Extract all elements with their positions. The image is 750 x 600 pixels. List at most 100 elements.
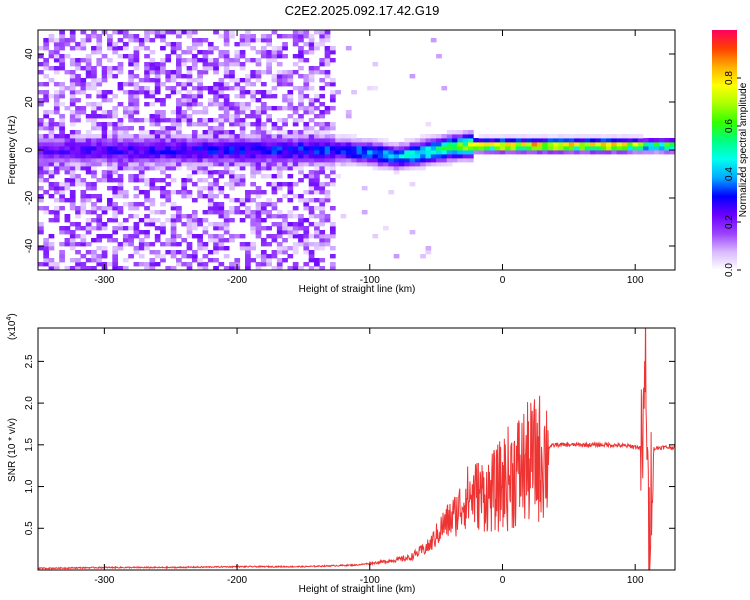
spectrogram-cell xyxy=(197,110,203,115)
spectrogram-cell xyxy=(229,138,235,143)
spectrogram-cell xyxy=(409,158,416,163)
spectrogram-cell xyxy=(223,118,230,123)
spectrogram-cell xyxy=(186,122,193,127)
spectrogram-cell xyxy=(197,70,203,75)
spectrogram-cell xyxy=(266,158,272,163)
spectrogram-cell xyxy=(462,158,469,163)
spectrogram-cell xyxy=(202,118,209,123)
spectrogram-cell xyxy=(107,162,113,167)
spectrogram-cell xyxy=(664,138,671,143)
spectrogram-cell xyxy=(255,166,262,171)
spectrogram-cell xyxy=(107,42,113,47)
spectrogram-cell xyxy=(308,102,315,107)
spectrogram-cell xyxy=(245,90,251,95)
spectrogram-cell xyxy=(85,230,92,235)
spectrogram-cell xyxy=(117,142,124,147)
spectrogram-cell xyxy=(80,198,87,203)
spectrogram-cell xyxy=(160,190,166,195)
spectrogram-cell xyxy=(292,246,299,251)
spectrogram-cell xyxy=(260,122,267,127)
spectrogram-cell xyxy=(48,134,55,139)
spectrogram-cell xyxy=(329,58,336,63)
spectrogram-cell xyxy=(345,154,352,159)
spectrogram-cell xyxy=(303,234,310,239)
spectrogram-cell xyxy=(202,154,209,159)
spectrogram-cell xyxy=(69,246,76,251)
spectrogram-cell xyxy=(107,158,113,163)
spectrogram-cell xyxy=(112,46,119,51)
spectrogram-cell xyxy=(393,142,400,147)
spectrogram-cell xyxy=(303,150,310,155)
spectrogram-cell xyxy=(207,222,214,227)
spectrogram-cell xyxy=(144,78,150,83)
spectrogram-cell xyxy=(85,170,92,175)
spectrogram-cell xyxy=(255,202,262,207)
spectrogram-cell xyxy=(75,98,81,103)
spectrogram-cell xyxy=(329,126,336,131)
spectrogram-cell xyxy=(80,142,87,147)
spectrogram-cell xyxy=(234,134,241,139)
spectrogram-cell xyxy=(96,154,103,159)
spectrogram-cell xyxy=(91,174,97,179)
spectrogram-cell xyxy=(329,138,336,143)
spectrogram-cell xyxy=(133,162,140,167)
spectrogram-cell xyxy=(611,138,618,143)
spectrogram-cell xyxy=(170,206,177,211)
spectrogram-cell xyxy=(101,114,108,119)
spectrogram-cell xyxy=(149,122,156,127)
spectrogram-cell xyxy=(271,238,278,243)
spectrogram-cell xyxy=(59,158,65,163)
spectrogram-cell xyxy=(245,58,251,63)
spectrogram-cell xyxy=(536,134,543,139)
spectrogram-cell xyxy=(393,150,400,155)
spectrogram-cell xyxy=(314,178,320,183)
spectrogram-cell xyxy=(91,254,97,259)
spectrogram-cell xyxy=(218,94,225,99)
spectrogram-cell xyxy=(53,110,60,115)
spectrogram-cell xyxy=(186,46,193,51)
spectrogram-cell xyxy=(43,142,50,147)
spectrogram-cell xyxy=(59,58,65,63)
spectrogram-cell xyxy=(271,234,278,239)
spectrogram-cell xyxy=(648,150,655,155)
spectrogram-cell xyxy=(250,110,257,115)
spectrogram-cell xyxy=(207,170,214,175)
spectrogram-cell xyxy=(414,150,421,155)
spectrogram-cell xyxy=(223,114,230,119)
snr-y-tick-label: 2.5 xyxy=(24,354,35,368)
spectrogram-cell xyxy=(218,118,225,123)
spectrogram-cell xyxy=(197,238,203,243)
spectrogram-cell xyxy=(38,186,44,191)
spectrogram-cell xyxy=(648,146,655,151)
spectrogram-cell xyxy=(266,242,272,247)
spectrogram-cell xyxy=(112,226,119,231)
spectrogram-cell xyxy=(218,142,225,147)
spectrogram-cell xyxy=(367,162,373,167)
spectrogram-cell xyxy=(38,262,44,267)
spectrogram-cell xyxy=(91,186,97,191)
spectrogram-cell xyxy=(218,262,225,267)
spectrogram-cell xyxy=(176,206,182,211)
spectrogram-cell xyxy=(191,94,198,99)
spectrogram-cell xyxy=(234,158,241,163)
spectrogram-cell xyxy=(59,146,65,151)
spectrogram-cell xyxy=(43,158,50,163)
spectrogram-cell xyxy=(245,246,251,251)
spectrogram-cell xyxy=(170,158,177,163)
spectrogram-cell xyxy=(133,234,140,239)
spectrogram-cell xyxy=(160,66,166,71)
spectrogram-cell xyxy=(425,138,432,143)
spectrogram-cell xyxy=(473,138,479,143)
spectrogram-cell xyxy=(144,146,150,151)
spectrogram-cell xyxy=(165,118,172,123)
spectrogram-cell xyxy=(345,114,352,119)
spectrogram-cell xyxy=(478,138,485,143)
spectrogram-cell xyxy=(329,178,336,183)
spectrogram-cell xyxy=(69,174,76,179)
spectrogram-cell xyxy=(191,86,198,91)
spectrogram-cell xyxy=(117,62,124,67)
spectrogram-cell xyxy=(287,182,294,187)
spectrogram-cell xyxy=(202,170,209,175)
spectrogram-cell xyxy=(446,134,453,139)
spectrogram-cell xyxy=(414,166,421,171)
